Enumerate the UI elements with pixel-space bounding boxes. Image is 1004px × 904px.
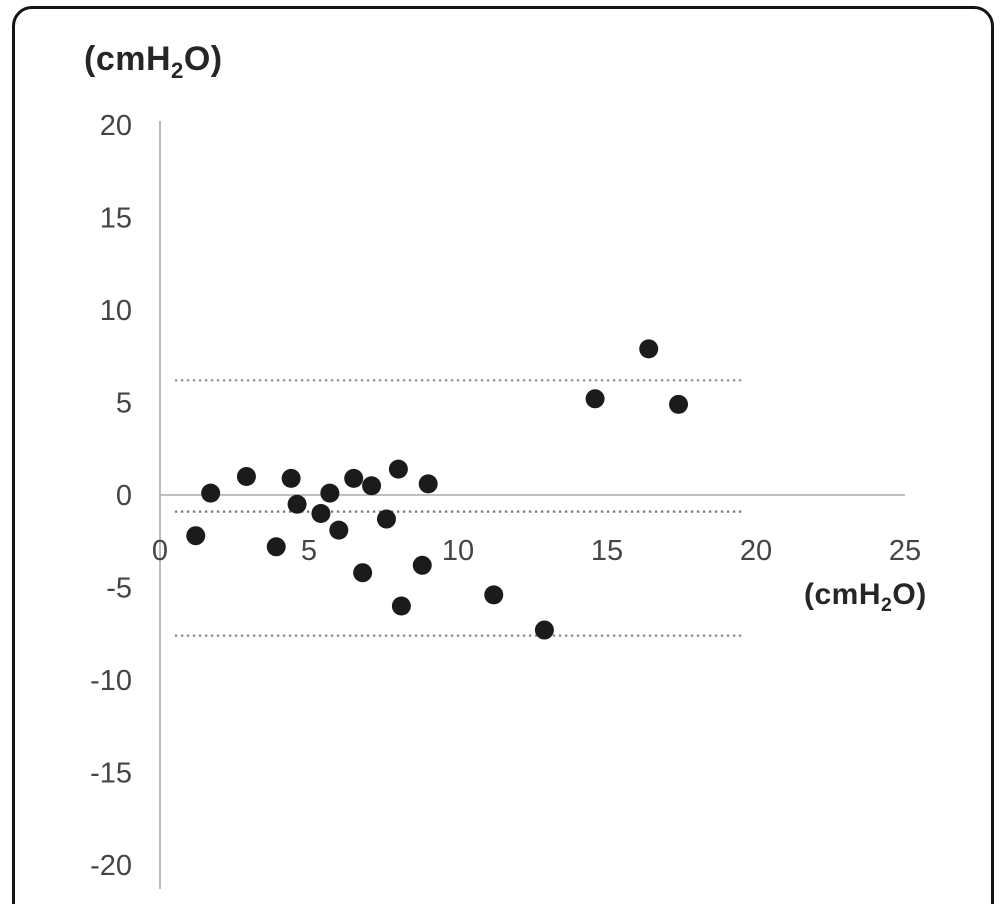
data-point [287,494,307,514]
data-point [353,563,373,583]
x-tick-label: 5 [301,535,317,567]
data-point [391,596,411,616]
data-point [186,526,206,546]
y-axis-title-prefix: (cmH [84,40,172,78]
y-tick-label: 15 [100,203,132,235]
y-axis-title: (cmH2O) [84,40,223,81]
y-tick-label: 20 [100,110,132,142]
data-point [329,520,349,540]
data-point [201,483,221,503]
data-point [388,459,408,479]
data-point [320,483,340,503]
y-tick-label: -5 [106,573,132,605]
data-point [266,537,286,557]
data-point [344,468,364,488]
y-tick-label: 10 [100,295,132,327]
y-tick-label: 5 [116,388,132,420]
y-tick-label: -15 [90,758,132,790]
data-point [669,394,689,414]
y-tick-label: 0 [116,480,132,512]
x-tick-label: 10 [442,535,474,567]
data-point [484,585,504,605]
y-tick-label: -20 [90,850,132,882]
data-point [236,467,256,486]
data-point [376,509,396,529]
x-axis-title-subscript: 2 [881,594,893,616]
x-tick-label: 20 [740,535,772,567]
y-axis-title-suffix: O) [183,40,223,78]
data-point [418,474,438,494]
y-axis-title-subscript: 2 [171,57,184,83]
x-axis-title: (cmH2O) [804,578,927,615]
x-axis-title-prefix: (cmH [804,578,882,611]
y-tick-label: -10 [90,665,132,697]
x-axis-title-suffix: O) [892,578,927,611]
data-point [362,476,382,496]
data-point [534,620,554,640]
data-point [412,555,432,575]
data-point [585,389,605,409]
data-point [281,468,301,488]
data-point [311,504,331,523]
x-tick-label: 0 [152,535,168,567]
x-tick-label: 15 [591,535,623,567]
x-tick-label: 25 [889,535,921,567]
data-point [639,339,659,359]
